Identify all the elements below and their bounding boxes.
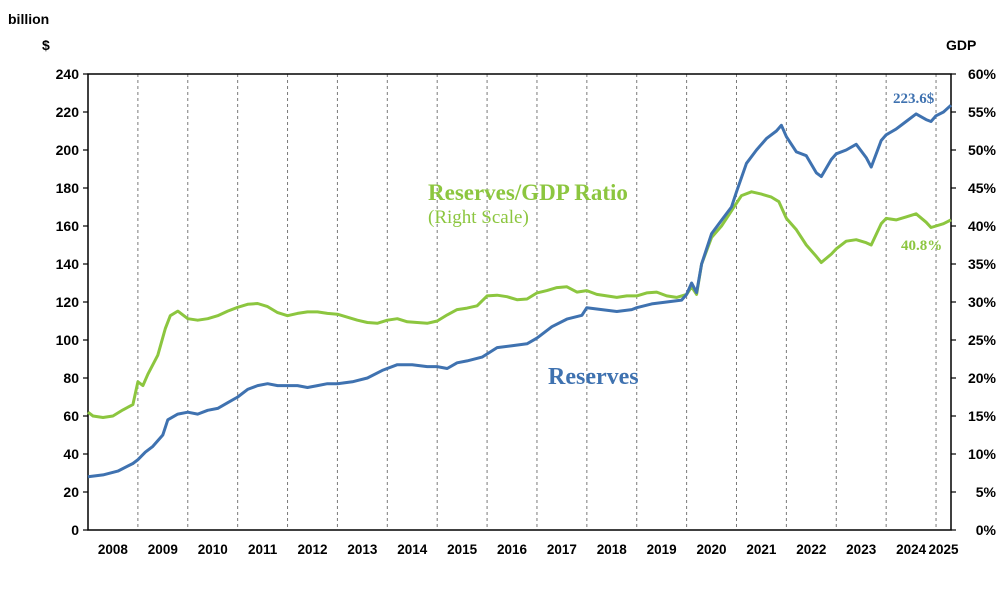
right-tick-label: 0% [976,522,997,538]
x-tick-label: 2025 [928,542,959,557]
right-tick-label: 15% [968,408,997,424]
x-tick-label: 2021 [746,542,777,557]
ratio-title-annotation: Reserves/GDP Ratio [428,180,628,205]
x-tick-label: 2013 [347,542,378,557]
ratio-end-label: 40.8% [901,238,942,254]
x-tick-label: 2019 [647,542,677,557]
x-tick-label: 2018 [597,542,628,557]
left-axis: 0 20 40 60 80 100 120 140 160 180 200 220 240 [56,66,88,538]
right-tick-label: 20% [968,370,997,386]
left-tick-label: 80 [63,370,79,386]
left-tick-label: 180 [56,180,80,196]
reserves-end-label: 223.6$ [893,91,935,107]
x-tick-label: 2024 [896,542,927,557]
left-tick-label: 140 [56,256,80,272]
right-tick-label: 60% [968,66,997,82]
x-tick-label: 2016 [497,542,528,557]
x-tick-label: 2014 [397,542,428,557]
x-tick-label: 2022 [796,542,826,557]
left-tick-label: 0 [71,522,79,538]
x-tick-label: 2017 [547,542,577,557]
right-axis: 0% 5% 10% 15% 20% 25% 30% 35% 40% 45% 50% 55% 60% [951,66,997,538]
left-tick-label: 240 [56,66,80,82]
left-tick-label: 40 [63,446,79,462]
left-tick-label: 220 [56,104,80,120]
right-tick-label: 35% [968,256,997,272]
x-axis: 2008 2009 2010 2011 2012 2013 2014 2015 2016 2017… [98,542,959,557]
gridlines [137,74,937,530]
right-tick-label: 55% [968,104,997,120]
plot-border [87,73,952,531]
right-tick-label: 5% [976,484,997,500]
left-tick-label: 120 [56,294,80,310]
right-tick-label: 50% [968,142,997,158]
x-tick-label: 2009 [148,542,178,557]
series-line-ratio [87,190,952,419]
right-axis-unit: GDP [946,37,976,53]
series-line-reserves [87,104,953,479]
x-tick-label: 2012 [297,542,327,557]
left-tick-label: 20 [63,484,79,500]
x-tick-label: 2020 [697,542,727,557]
left-tick-label: 100 [56,332,80,348]
right-tick-label: 45% [968,180,997,196]
plot-frame [87,73,952,531]
x-tick-label: 2011 [248,542,278,557]
right-tick-label: 25% [968,332,997,348]
left-axis-unit-1: billion [8,11,49,27]
left-tick-label: 200 [56,142,80,158]
reserves-annotation: Reserves [548,364,639,390]
left-axis-unit-2: $ [42,37,50,53]
x-tick-label: 2008 [98,542,129,557]
x-tick-label: 2023 [846,542,877,557]
left-tick-label: 60 [63,408,79,424]
right-tick-label: 40% [968,218,997,234]
left-tick-label: 160 [56,218,80,234]
right-tick-label: 30% [968,294,997,310]
x-tick-label: 2015 [447,542,478,557]
right-tick-label: 10% [968,446,997,462]
x-tick-label: 2010 [198,542,228,557]
ratio-subtitle-annotation: (Right Scale) [428,207,529,228]
